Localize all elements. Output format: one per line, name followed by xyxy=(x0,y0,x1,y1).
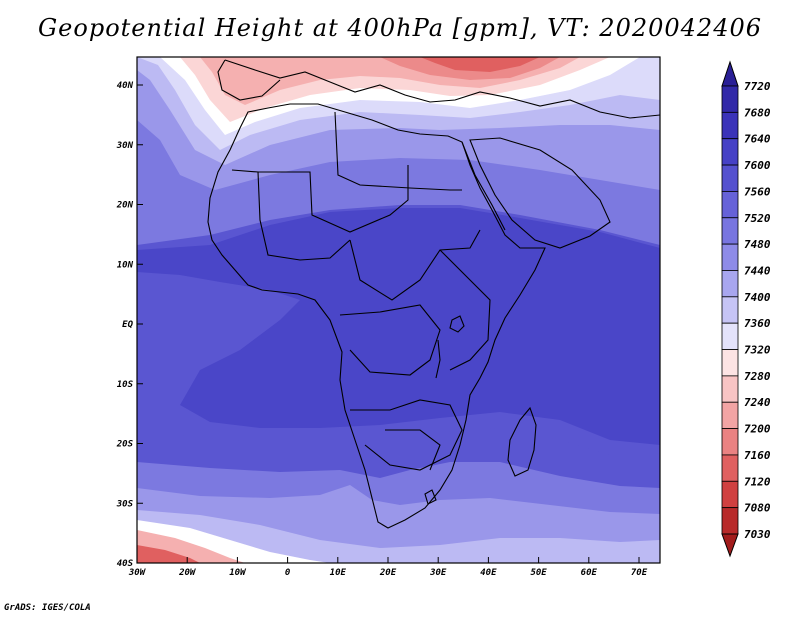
colorbar-label: 7480 xyxy=(744,238,771,251)
colorbar-box xyxy=(721,480,739,509)
colorbar-box xyxy=(721,401,739,429)
longitude-axis: 30W 20W 10W 0 10E 20E 30E 40E 50E 60E 70E xyxy=(128,557,648,578)
lon-label: 20W xyxy=(178,568,197,578)
colorbar-box xyxy=(721,296,739,324)
map-title: Geopotential Height at 400hPa [gpm], VT:… xyxy=(38,14,762,42)
colorbar-label: 7440 xyxy=(744,264,771,277)
plot-frame xyxy=(136,56,661,564)
colorbar-label: 7680 xyxy=(744,106,771,119)
lat-label: 10S xyxy=(117,380,134,390)
lon-label: 60E xyxy=(581,568,598,578)
field-band-north-red2 xyxy=(420,57,540,72)
colorbar-label: 7030 xyxy=(744,528,771,541)
grads-credit: GrADS: IGES/COLA xyxy=(4,603,91,613)
lat-label: 10N xyxy=(117,260,134,270)
colorbar-label: 7600 xyxy=(744,159,771,172)
lon-label: 20E xyxy=(379,568,397,578)
lat-label: 40S xyxy=(117,559,134,569)
colorbar-label: 7120 xyxy=(744,475,771,488)
colorbar-box xyxy=(721,111,739,140)
field-band-south-4 xyxy=(137,510,660,563)
colorbar-label: 7160 xyxy=(744,449,771,462)
field-core-deep xyxy=(137,208,660,445)
lon-label: 30W xyxy=(128,568,147,578)
colorbar-box xyxy=(721,85,739,113)
colorbar-label: 7080 xyxy=(744,502,771,515)
lesotho-border xyxy=(424,489,437,505)
lake-victoria xyxy=(449,315,465,333)
lon-label: 10W xyxy=(229,568,247,578)
lon-label: 50E xyxy=(530,568,547,578)
lat-label: 30N xyxy=(116,141,134,151)
lat-label: 20S xyxy=(116,440,134,450)
colorbar-box xyxy=(721,191,739,219)
latitude-axis: 40N 30N 20N 10N EQ 10S 20S 30S 40S xyxy=(116,81,143,569)
colorbar-box xyxy=(721,322,739,350)
europe-coastline xyxy=(224,59,660,119)
colorbar-label: 7280 xyxy=(744,370,771,383)
lon-label: 40E xyxy=(480,568,497,578)
colorbar-box xyxy=(721,243,739,271)
lat-label: EQ xyxy=(122,320,133,330)
coastlines xyxy=(207,59,660,529)
colorbar-label: 7520 xyxy=(744,212,771,225)
lon-label: 10E xyxy=(330,568,347,578)
border-south-2 xyxy=(385,429,441,471)
border-sahara-2 xyxy=(334,111,462,191)
colorbar-box xyxy=(721,270,739,298)
iberia-coastline xyxy=(217,59,281,101)
red-sea xyxy=(461,141,506,231)
colorbar-box xyxy=(721,507,739,535)
colorbar-box xyxy=(721,138,739,166)
colorbar-label: 7560 xyxy=(744,185,771,198)
colorbar-label: 7200 xyxy=(744,423,771,436)
lat-label: 40N xyxy=(117,81,134,91)
lat-label: 30S xyxy=(116,499,134,509)
colorbar-label: 7720 xyxy=(744,80,771,93)
colorbar-label: 7400 xyxy=(744,291,771,304)
border-sahara-1 xyxy=(258,165,409,233)
lon-label: 0 xyxy=(285,568,291,578)
height-field xyxy=(137,57,660,563)
colorbar-box xyxy=(721,428,739,456)
colorbar-label: 7240 xyxy=(744,396,771,409)
africa-coastline xyxy=(207,103,546,529)
border-east xyxy=(439,249,491,371)
colorbar-label: 7640 xyxy=(744,133,771,146)
field-band-south-red xyxy=(137,545,200,563)
colorbar-bottom-arrow xyxy=(721,533,739,558)
lon-label: 70E xyxy=(631,568,648,578)
colorbar-box xyxy=(721,349,739,377)
arabia-coastline xyxy=(469,137,611,249)
lon-label: 30E xyxy=(429,568,447,578)
madagascar-coastline xyxy=(507,406,537,477)
colorbar-box xyxy=(721,217,739,245)
colorbar-box xyxy=(721,375,739,403)
colorbar-label: 7360 xyxy=(744,317,771,330)
border-south xyxy=(350,399,463,471)
colorbar-box xyxy=(721,454,739,482)
lat-label: 20N xyxy=(116,201,134,211)
colorbar-label: 7320 xyxy=(744,344,771,357)
colorbar-box xyxy=(721,164,739,192)
lake-tanganyika xyxy=(435,339,441,379)
border-central xyxy=(349,229,481,301)
border-west xyxy=(231,169,351,261)
colorbar: 7720 7680 7640 7600 7560 7520 7480 7440 7400 7360… xyxy=(721,60,771,558)
border-congo xyxy=(339,304,441,376)
colorbar-top-arrow xyxy=(721,60,739,87)
